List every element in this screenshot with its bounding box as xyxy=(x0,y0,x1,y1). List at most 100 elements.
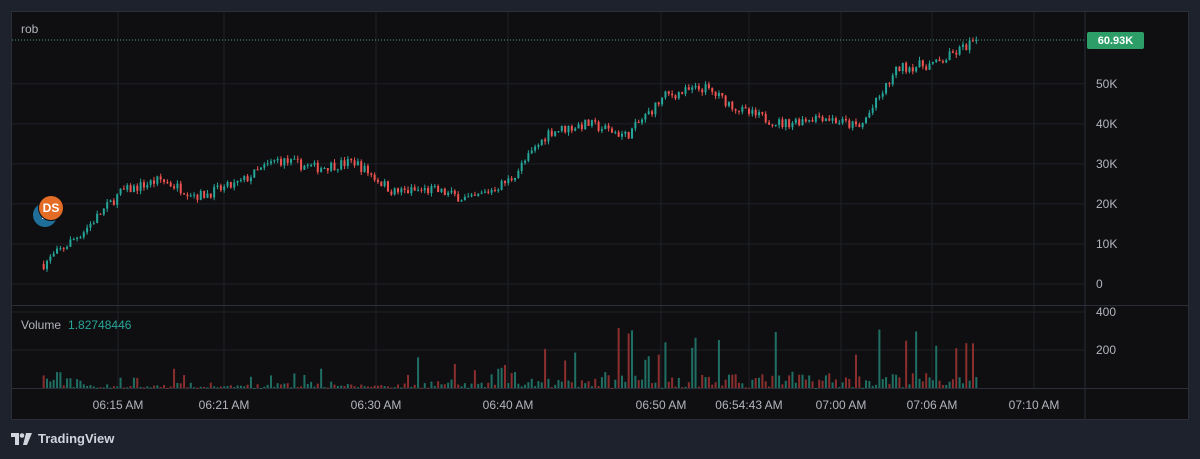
candle xyxy=(961,44,964,47)
volume-bar xyxy=(674,386,677,388)
candle xyxy=(286,158,289,163)
volume-bar xyxy=(173,368,176,388)
candle xyxy=(594,120,597,122)
volume-bar xyxy=(457,384,460,388)
candle xyxy=(146,184,149,188)
volume-bar xyxy=(203,386,206,388)
volume-bar xyxy=(473,370,476,388)
candle xyxy=(838,122,841,124)
candle xyxy=(948,51,951,60)
candle xyxy=(473,194,476,196)
time-tick-label: 06:30 AM xyxy=(351,398,402,412)
candle xyxy=(326,168,329,171)
candle xyxy=(550,130,553,136)
volume-bar xyxy=(239,385,242,388)
candle xyxy=(554,131,557,136)
volume-bar xyxy=(216,387,219,389)
candle xyxy=(527,153,530,161)
candle xyxy=(958,46,961,55)
candle xyxy=(443,188,446,196)
volume-bar xyxy=(223,386,226,388)
candle xyxy=(356,161,359,166)
candle xyxy=(447,192,450,196)
candle xyxy=(737,110,740,112)
candle xyxy=(66,246,69,249)
volume-bar xyxy=(443,384,446,388)
candle xyxy=(209,193,212,198)
volume-bar xyxy=(768,386,771,388)
candle xyxy=(390,191,393,195)
tradingview-label: TradingView xyxy=(38,431,115,446)
volume-bar xyxy=(356,387,359,389)
candle xyxy=(614,132,617,134)
candle xyxy=(487,191,490,193)
candle xyxy=(343,160,346,166)
candle xyxy=(316,162,319,173)
candle xyxy=(641,119,644,123)
candle xyxy=(163,179,166,182)
avatar-front[interactable]: DS xyxy=(38,195,64,221)
candle xyxy=(196,194,199,200)
volume-bar xyxy=(346,384,349,388)
volume-bar xyxy=(507,382,510,388)
candle xyxy=(290,159,293,163)
candle xyxy=(824,118,827,122)
volume-bar xyxy=(644,359,647,388)
volume-bar xyxy=(487,382,490,388)
volume-bar xyxy=(193,387,196,389)
candle xyxy=(296,158,299,160)
volume-bar xyxy=(233,387,236,389)
volume-bar xyxy=(393,387,396,389)
candle xyxy=(273,160,276,162)
candle xyxy=(627,131,630,139)
candle xyxy=(89,223,92,228)
candle xyxy=(610,128,613,133)
tradingview-logo[interactable]: TradingView xyxy=(11,431,114,446)
time-tick-label: 06:40 AM xyxy=(483,398,534,412)
volume-bar xyxy=(72,387,75,389)
symbol-label[interactable]: rob xyxy=(21,22,39,36)
volume-bar xyxy=(657,354,660,388)
volume-bar xyxy=(410,386,413,388)
volume-bar xyxy=(727,374,730,388)
volume-bar xyxy=(470,383,473,388)
volume-bar xyxy=(544,348,547,388)
volume-bar xyxy=(530,378,533,388)
candle xyxy=(503,180,506,184)
candle xyxy=(483,191,486,193)
candle xyxy=(46,260,49,270)
volume-bar xyxy=(854,354,857,388)
price-tick-label: 40K xyxy=(1096,117,1117,131)
candle xyxy=(534,146,537,151)
volume-bar xyxy=(724,379,727,388)
candle xyxy=(420,189,423,191)
candle xyxy=(587,119,590,126)
candle xyxy=(620,133,623,137)
volume-bar xyxy=(524,384,527,388)
volume-bar xyxy=(865,380,868,388)
candle xyxy=(788,119,791,128)
candle xyxy=(811,120,814,122)
candle xyxy=(925,66,928,70)
volume-bar xyxy=(376,385,379,388)
volume-bar xyxy=(413,384,416,388)
candle xyxy=(397,188,400,193)
volume-bar xyxy=(704,377,707,388)
candle xyxy=(517,170,520,178)
candle xyxy=(493,189,496,191)
candle xyxy=(754,109,757,116)
candle xyxy=(704,84,707,93)
volume-bar xyxy=(49,381,52,388)
volume-legend[interactable]: Volume 1.82748446 xyxy=(21,318,131,332)
candle xyxy=(547,130,550,142)
candle xyxy=(724,95,727,106)
chart-frame[interactable] xyxy=(11,11,1189,420)
volume-bar xyxy=(92,386,95,388)
volume-bar xyxy=(758,377,761,388)
volume-value: 1.82748446 xyxy=(68,318,132,332)
candle xyxy=(236,180,239,183)
candle xyxy=(804,119,807,122)
volume-bar xyxy=(547,378,550,388)
candle xyxy=(72,239,75,241)
